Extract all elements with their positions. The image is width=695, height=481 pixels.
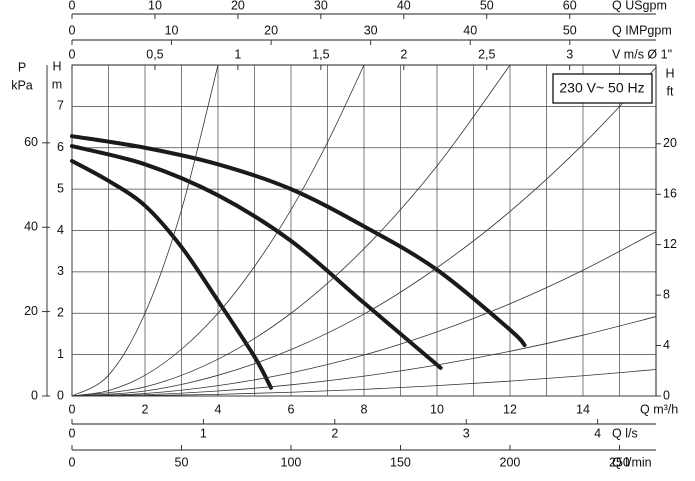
- axis-label: kPa: [11, 78, 33, 92]
- axis-tick-label: 3: [566, 47, 573, 61]
- axis-tick-label: 40: [463, 23, 477, 37]
- axis-tick-label: 50: [563, 23, 577, 37]
- y-axis-label: H: [52, 59, 61, 73]
- curve: [71, 64, 219, 397]
- axis-tick-label: 1: [200, 426, 207, 440]
- axis-tick-label: 0: [69, 23, 76, 37]
- axis-tick-label: 30: [364, 23, 378, 37]
- axis-tick-label: 40: [24, 220, 38, 234]
- axis-tick-label: 16: [663, 187, 677, 201]
- axis-label: ft: [667, 84, 674, 98]
- axis-label: P: [18, 60, 26, 74]
- axis-tick-label: 0: [31, 388, 38, 402]
- curve: [71, 369, 657, 397]
- axis-label: Q IMPgpm: [612, 23, 672, 37]
- axis-tick-label: 150: [390, 455, 411, 469]
- y-axis-label: m: [52, 77, 62, 91]
- curve: [70, 134, 527, 348]
- y-tick-label: 1: [57, 347, 64, 361]
- axis-tick-label: 0: [69, 455, 76, 469]
- axis-tick-label: 8: [663, 287, 670, 301]
- x-tick-label: 6: [288, 402, 295, 416]
- axis-tick-label: 30: [314, 0, 328, 12]
- axis-label: Q USgpm: [612, 0, 667, 12]
- x-tick-label: 8: [361, 402, 368, 416]
- y-tick-label: 0: [57, 388, 64, 402]
- axis-tick-label: 2: [331, 426, 338, 440]
- x-tick-label: 10: [430, 402, 444, 416]
- axis-tick-label: 60: [24, 135, 38, 149]
- axis-tick-label: 20: [264, 23, 278, 37]
- axis-tick-label: 40: [397, 0, 411, 12]
- annotation: 230 V~ 50 Hz: [559, 80, 644, 96]
- curve: [71, 64, 365, 397]
- axis-tick-label: 0: [69, 47, 76, 61]
- y-tick-label: 2: [57, 306, 64, 320]
- x-axis-label: Q m³/h: [640, 402, 678, 416]
- axis-tick-label: 200: [500, 455, 521, 469]
- axis-tick-label: 60: [563, 0, 577, 12]
- axis-tick-label: 20: [24, 304, 38, 318]
- axis-label: Q l/s: [612, 426, 638, 440]
- curve: [71, 316, 657, 397]
- axis-tick-label: 250: [609, 455, 630, 469]
- axis-tick-label: 1: [234, 47, 241, 61]
- axis-tick-label: 20: [663, 136, 677, 150]
- axis-label: Q l/min: [612, 455, 652, 469]
- y-tick-label: 5: [57, 181, 64, 195]
- axis-tick-label: 10: [165, 23, 179, 37]
- curve: [71, 64, 511, 397]
- axis-tick-label: 20: [231, 0, 245, 12]
- axis-tick-label: 0: [69, 0, 76, 12]
- curve: [70, 158, 273, 390]
- axis-tick-label: 0: [663, 388, 670, 402]
- axis-tick-label: 12: [663, 237, 677, 251]
- axis-tick-label: 2,5: [478, 47, 495, 61]
- curve: [71, 67, 657, 397]
- y-tick-label: 6: [57, 140, 64, 154]
- axis-tick-label: 4: [594, 426, 601, 440]
- x-tick-label: 4: [215, 402, 222, 416]
- axis-tick-label: 0,5: [146, 47, 163, 61]
- axis-tick-label: 100: [281, 455, 302, 469]
- y-tick-label: 7: [57, 99, 64, 113]
- annotation-box: [552, 73, 653, 104]
- axis-label: H: [665, 66, 674, 80]
- curve: [71, 231, 657, 397]
- axis-tick-label: 10: [148, 0, 162, 12]
- curve: [70, 144, 443, 370]
- x-tick-label: 2: [142, 402, 149, 416]
- x-tick-label: 12: [503, 402, 517, 416]
- x-tick-label: 14: [576, 402, 590, 416]
- axis-tick-label: 50: [175, 455, 189, 469]
- axis-tick-label: 1,5: [312, 47, 329, 61]
- axis-label: V m/s Ø 1": [612, 47, 672, 61]
- axis-tick-label: 4: [663, 338, 670, 352]
- axis-tick-label: 0: [69, 426, 76, 440]
- axis-tick-label: 2: [400, 47, 407, 61]
- x-tick-label: 0: [69, 402, 76, 416]
- y-tick-label: 3: [57, 264, 64, 278]
- axis-tick-label: 50: [480, 0, 494, 12]
- y-tick-label: 4: [57, 223, 64, 237]
- axis-tick-label: 3: [463, 426, 470, 440]
